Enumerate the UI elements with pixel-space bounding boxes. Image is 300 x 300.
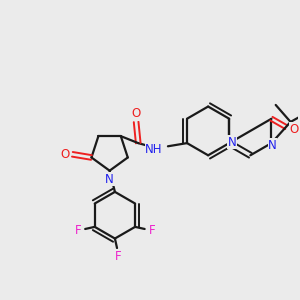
Text: N: N xyxy=(228,136,237,148)
Text: O: O xyxy=(131,107,141,120)
Text: N: N xyxy=(105,173,114,186)
Text: O: O xyxy=(289,123,298,136)
Text: F: F xyxy=(149,224,155,236)
Text: N: N xyxy=(268,139,277,152)
Text: O: O xyxy=(60,148,70,161)
Text: NH: NH xyxy=(145,143,163,156)
Text: F: F xyxy=(115,250,122,263)
Text: F: F xyxy=(74,224,81,236)
